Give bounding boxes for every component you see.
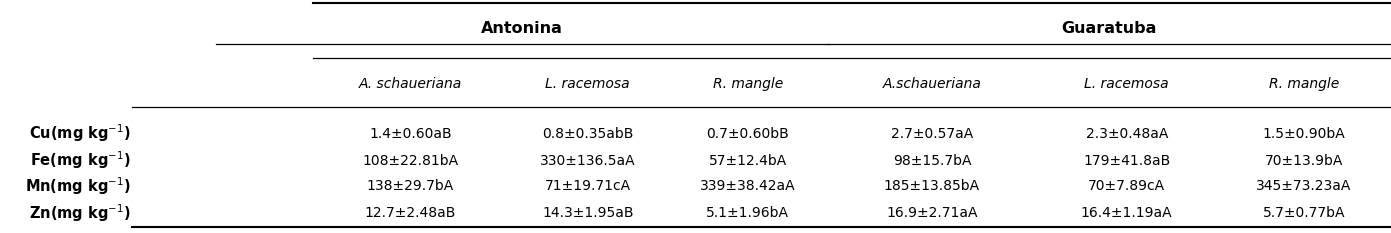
Text: 2.3±0.48aA: 2.3±0.48aA — [1085, 127, 1168, 141]
Text: 185±13.85bA: 185±13.85bA — [883, 179, 981, 193]
Text: 0.7±0.60bB: 0.7±0.60bB — [707, 127, 789, 141]
Text: 71±19.71cA: 71±19.71cA — [545, 179, 630, 193]
Text: 16.4±1.19aA: 16.4±1.19aA — [1081, 206, 1173, 220]
Text: R. mangle: R. mangle — [1269, 77, 1340, 91]
Text: A. schaueriana: A. schaueriana — [359, 77, 462, 91]
Text: A.schaueriana: A.schaueriana — [882, 77, 982, 91]
Text: Mn(mg kg$^{-1}$): Mn(mg kg$^{-1}$) — [25, 175, 131, 197]
Text: 1.5±0.90bA: 1.5±0.90bA — [1263, 127, 1345, 141]
Text: Guaratuba: Guaratuba — [1061, 21, 1157, 36]
Text: R. mangle: R. mangle — [712, 77, 783, 91]
Text: Fe(mg kg$^{-1}$): Fe(mg kg$^{-1}$) — [31, 150, 131, 171]
Text: 179±41.8aB: 179±41.8aB — [1084, 154, 1170, 168]
Text: 339±38.42aA: 339±38.42aA — [700, 179, 796, 193]
Text: Cu(mg kg$^{-1}$): Cu(mg kg$^{-1}$) — [29, 123, 131, 144]
Text: 108±22.81bA: 108±22.81bA — [362, 154, 459, 168]
Text: 138±29.7bA: 138±29.7bA — [367, 179, 453, 193]
Text: 70±13.9bA: 70±13.9bA — [1264, 154, 1344, 168]
Text: Zn(mg kg$^{-1}$): Zn(mg kg$^{-1}$) — [29, 202, 131, 224]
Text: 5.7±0.77bA: 5.7±0.77bA — [1263, 206, 1345, 220]
Text: L. racemosa: L. racemosa — [545, 77, 630, 91]
Text: 345±73.23aA: 345±73.23aA — [1256, 179, 1352, 193]
Text: 16.9±2.71aA: 16.9±2.71aA — [886, 206, 978, 220]
Text: 330±136.5aA: 330±136.5aA — [540, 154, 636, 168]
Text: 0.8±0.35abB: 0.8±0.35abB — [542, 127, 633, 141]
Text: 70±7.89cA: 70±7.89cA — [1088, 179, 1166, 193]
Text: 1.4±0.60aB: 1.4±0.60aB — [369, 127, 452, 141]
Text: 12.7±2.48aB: 12.7±2.48aB — [364, 206, 456, 220]
Text: 57±12.4bA: 57±12.4bA — [708, 154, 787, 168]
Text: Antonina: Antonina — [481, 21, 562, 36]
Text: L. racemosa: L. racemosa — [1085, 77, 1168, 91]
Text: 98±15.7bA: 98±15.7bA — [893, 154, 971, 168]
Text: 5.1±1.96bA: 5.1±1.96bA — [707, 206, 789, 220]
Text: 14.3±1.95aB: 14.3±1.95aB — [542, 206, 633, 220]
Text: 2.7±0.57aA: 2.7±0.57aA — [890, 127, 974, 141]
